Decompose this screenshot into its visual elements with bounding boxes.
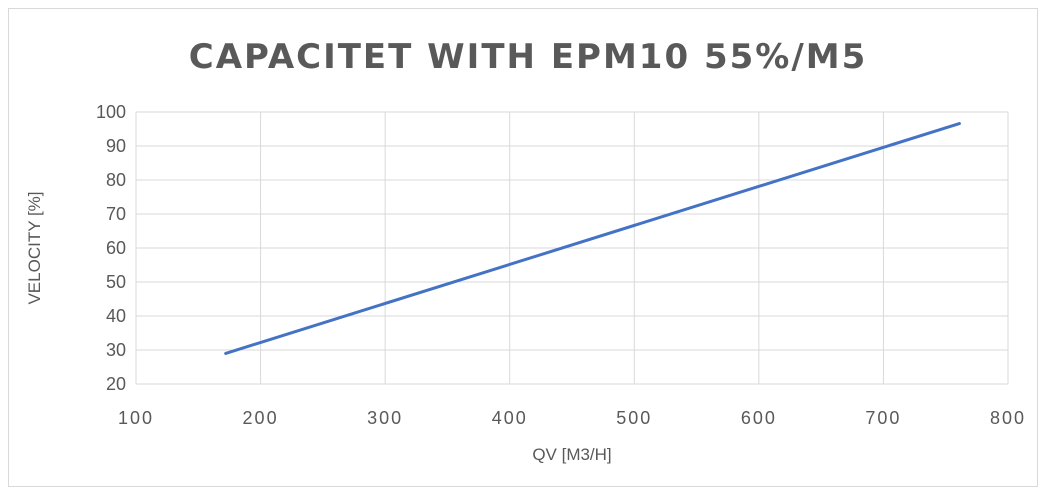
- x-tick-label: 100: [118, 408, 154, 428]
- x-tick-label: 500: [616, 408, 652, 428]
- y-tick-label: 100: [96, 102, 126, 122]
- x-tick-label: 600: [741, 408, 777, 428]
- x-tick-label: 200: [243, 408, 279, 428]
- grid: [135, 111, 1009, 385]
- y-tick-label: 30: [106, 340, 126, 360]
- y-tick-label: 60: [106, 238, 126, 258]
- series-layer: [224, 122, 961, 355]
- series-line: [224, 122, 961, 355]
- x-tick-label: 400: [492, 408, 528, 428]
- y-tick-label: 20: [106, 374, 126, 394]
- chart-title: CAPACITET WITH EPM10 55%/M5: [189, 37, 867, 77]
- x-tick-label: 800: [990, 408, 1026, 428]
- y-tick-label: 90: [106, 136, 126, 156]
- x-tick-labels: 100 200 300 400 500 600 700 800: [118, 408, 1026, 428]
- y-tick-label: 40: [106, 306, 126, 326]
- x-tick-label: 700: [865, 408, 901, 428]
- y-tick-label: 80: [106, 170, 126, 190]
- y-tick-label: 70: [106, 204, 126, 224]
- x-tick-label: 300: [367, 408, 403, 428]
- x-axis-label: QV [M3/H]: [532, 445, 611, 464]
- y-tick-labels: 20 30 40 50 60 70 80 90 100: [96, 102, 126, 394]
- y-tick-label: 50: [106, 272, 126, 292]
- y-axis-label: VELOCITY [%]: [25, 191, 44, 304]
